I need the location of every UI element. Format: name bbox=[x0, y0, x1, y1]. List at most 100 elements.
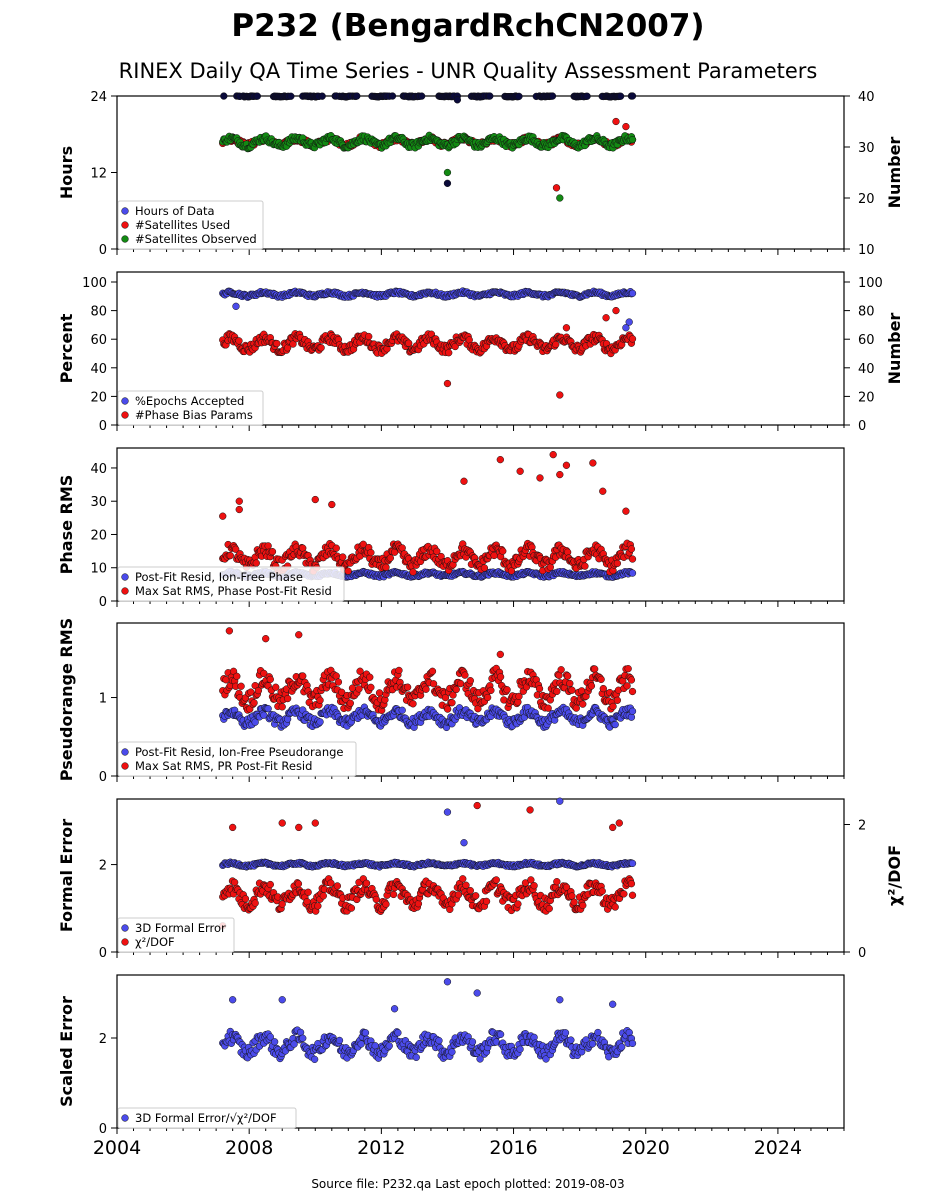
data-point bbox=[385, 1042, 393, 1050]
data-point bbox=[613, 559, 622, 568]
data-point bbox=[287, 92, 295, 100]
data-point-outlier bbox=[229, 996, 237, 1004]
data-point bbox=[299, 672, 307, 680]
y2-tick-label: 2 bbox=[858, 819, 866, 834]
y2-axis-label: Number bbox=[885, 137, 904, 209]
data-point bbox=[587, 682, 596, 690]
y-tick-label: 2 bbox=[99, 1032, 107, 1047]
data-point bbox=[628, 1039, 637, 1048]
legend-marker bbox=[121, 1114, 129, 1122]
legend-label: 3D Formal Error bbox=[135, 921, 226, 935]
data-point-outlier bbox=[473, 801, 481, 810]
data-point bbox=[628, 555, 637, 563]
y-tick-label: 20 bbox=[90, 528, 107, 543]
data-point bbox=[468, 1038, 477, 1046]
data-point-outlier bbox=[460, 477, 468, 485]
data-point-outlier bbox=[460, 839, 468, 847]
x-tick-label: 2012 bbox=[357, 1137, 405, 1159]
y-tick-label: 40 bbox=[90, 462, 107, 477]
data-point-outlier bbox=[536, 474, 544, 482]
data-point bbox=[482, 897, 491, 906]
y2-tick-label: 10 bbox=[858, 243, 875, 258]
data-point bbox=[250, 699, 258, 707]
data-point bbox=[628, 569, 637, 577]
data-point bbox=[548, 92, 557, 100]
legend-marker bbox=[121, 235, 129, 243]
data-point bbox=[335, 1036, 344, 1045]
series-2 bbox=[219, 306, 637, 399]
data-point bbox=[568, 686, 576, 694]
legend-label: Max Sat RMS, PR Post-Fit Resid bbox=[135, 759, 312, 773]
panel-2: 020406080100020406080100NumberPercent%Ep… bbox=[57, 271, 904, 434]
data-point-outlier bbox=[615, 819, 623, 827]
data-point-outlier bbox=[473, 989, 481, 997]
legend-label: Post-Fit Resid, Ion-Free Pseudorange bbox=[135, 745, 343, 759]
data-point bbox=[594, 1028, 602, 1037]
data-point-outlier bbox=[622, 324, 630, 332]
y-axis-label: Hours bbox=[57, 146, 76, 199]
data-point bbox=[412, 1053, 420, 1062]
data-point-outlier bbox=[443, 978, 452, 986]
data-point bbox=[487, 686, 495, 695]
data-point bbox=[598, 887, 606, 895]
legend-label: Max Sat RMS, Phase Post-Fit Resid bbox=[135, 584, 332, 598]
data-point bbox=[366, 673, 374, 681]
data-point bbox=[353, 92, 361, 100]
data-point bbox=[388, 92, 397, 100]
data-point bbox=[310, 1055, 319, 1063]
data-point bbox=[316, 718, 324, 726]
y-axis-label: Phase RMS bbox=[57, 475, 76, 575]
data-point bbox=[581, 562, 589, 570]
data-point-outlier bbox=[549, 451, 557, 459]
data-point bbox=[418, 92, 426, 100]
data-point-outlier bbox=[390, 1005, 399, 1013]
data-point bbox=[628, 92, 637, 100]
data-point bbox=[566, 679, 574, 688]
data-point bbox=[317, 344, 325, 352]
data-point-outlier bbox=[552, 184, 561, 192]
data-point-outlier bbox=[278, 819, 286, 827]
data-point-outlier bbox=[232, 302, 240, 310]
data-point bbox=[591, 665, 599, 673]
y2-tick-label: 100 bbox=[858, 276, 883, 291]
y-axis-label: Percent bbox=[57, 313, 76, 383]
series-2 bbox=[219, 117, 637, 192]
y-tick-label: 100 bbox=[82, 276, 107, 291]
data-point-outlier bbox=[556, 194, 564, 202]
data-point bbox=[316, 696, 324, 704]
data-point bbox=[570, 898, 578, 906]
data-point bbox=[333, 882, 341, 890]
series-2 bbox=[219, 627, 637, 715]
y-axis-label: Formal Error bbox=[57, 819, 76, 932]
legend-label: 3D Formal Error/√χ²/DOF bbox=[135, 1111, 277, 1125]
data-point-outlier bbox=[556, 797, 564, 805]
x-tick-label: 2020 bbox=[622, 1137, 670, 1159]
data-point bbox=[616, 92, 625, 100]
legend-marker bbox=[121, 207, 129, 215]
data-point bbox=[561, 1029, 570, 1037]
data-point bbox=[588, 1040, 597, 1048]
data-point-outlier bbox=[562, 324, 571, 332]
data-point bbox=[283, 694, 292, 703]
legend-marker bbox=[121, 924, 129, 932]
x-tick-label: 2008 bbox=[225, 1137, 273, 1159]
legend-label: #Satellites Observed bbox=[135, 232, 257, 246]
data-point bbox=[389, 890, 398, 899]
source-footer: Source file: P232.qa Last epoch plotted:… bbox=[311, 1177, 624, 1191]
data-point bbox=[367, 548, 375, 557]
data-point-outlier bbox=[562, 461, 571, 469]
y-tick-label: 30 bbox=[90, 495, 107, 510]
data-point bbox=[552, 340, 560, 349]
data-point bbox=[409, 568, 417, 576]
data-point bbox=[503, 686, 511, 694]
data-point bbox=[270, 1038, 279, 1046]
data-point-outlier bbox=[602, 314, 610, 322]
data-point-outlier bbox=[278, 996, 286, 1004]
data-point bbox=[241, 895, 250, 903]
data-point bbox=[382, 900, 390, 908]
data-point bbox=[405, 339, 413, 347]
data-point bbox=[264, 542, 272, 550]
legend-label: Post-Fit Resid, Ion-Free Phase bbox=[135, 570, 303, 584]
legend-marker bbox=[121, 221, 129, 229]
